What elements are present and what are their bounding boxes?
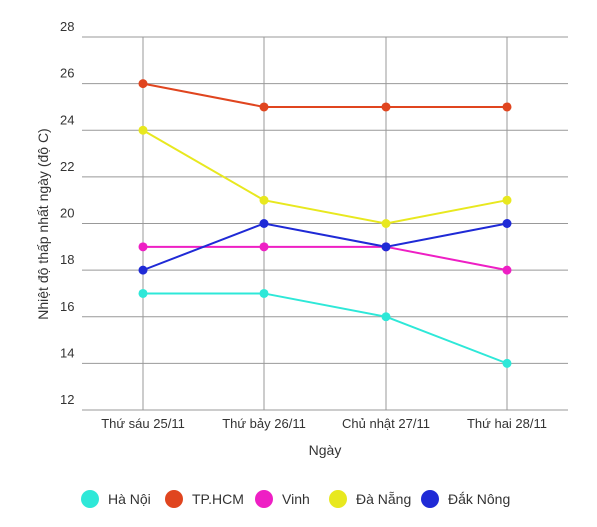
data-point bbox=[381, 242, 391, 252]
data-point bbox=[502, 195, 512, 205]
series-line bbox=[143, 292, 508, 365]
legend-label: Hà Nội bbox=[108, 491, 151, 507]
data-point bbox=[138, 288, 148, 298]
data-point bbox=[502, 219, 512, 228]
data-point bbox=[381, 219, 391, 228]
x-tick-label: Chủ nhật 27/11 bbox=[342, 416, 430, 431]
data-point bbox=[138, 125, 148, 135]
x-tick-label: Thứ hai 28/11 bbox=[467, 416, 547, 431]
legend-marker bbox=[421, 490, 439, 508]
legend-label: TP.HCM bbox=[192, 491, 244, 507]
x-axis-title: Ngày bbox=[309, 442, 342, 458]
y-tick-label: 14 bbox=[60, 345, 74, 360]
data-point bbox=[259, 288, 269, 298]
y-tick-label: 26 bbox=[60, 66, 74, 81]
series-lines bbox=[142, 82, 508, 365]
data-point bbox=[502, 102, 512, 112]
y-tick-label: 16 bbox=[60, 299, 74, 314]
legend-marker bbox=[255, 490, 273, 508]
legend-item: Hà Nội bbox=[81, 490, 151, 508]
y-tick-label: 18 bbox=[60, 252, 74, 267]
series-line bbox=[143, 245, 508, 272]
legend-item: Đắk Nông bbox=[421, 490, 510, 508]
x-tick-label: Thứ sáu 25/11 bbox=[101, 416, 185, 431]
y-axis-title: Nhiệt độ thấp nhất ngày (độ C) bbox=[35, 128, 51, 319]
y-tick-label: 22 bbox=[60, 159, 74, 174]
y-tick-label: 20 bbox=[60, 206, 74, 221]
legend-label: Đà Nẵng bbox=[356, 491, 411, 507]
legend-label: Vinh bbox=[282, 491, 310, 507]
data-point bbox=[259, 219, 269, 228]
x-tick-label: Thứ bảy 26/11 bbox=[222, 416, 306, 431]
series-line bbox=[142, 129, 508, 225]
data-point bbox=[138, 242, 148, 252]
data-point bbox=[381, 102, 391, 112]
legend-marker bbox=[165, 490, 183, 508]
y-tick-labels: 12 14 16 18 20 22 24 26 28 bbox=[60, 19, 74, 407]
series-line bbox=[142, 222, 508, 272]
grid-lines bbox=[82, 36, 568, 411]
data-point bbox=[138, 265, 148, 275]
data-point bbox=[259, 102, 269, 112]
data-point bbox=[502, 265, 512, 275]
x-tick-labels: Thứ sáu 25/11 Thứ bảy 26/11 Chủ nhật 27/11… bbox=[101, 416, 547, 431]
data-point bbox=[259, 242, 269, 252]
legend-marker bbox=[81, 490, 99, 508]
data-point bbox=[381, 312, 391, 322]
legend-label: Đắk Nông bbox=[448, 491, 510, 507]
y-tick-label: 28 bbox=[60, 19, 74, 34]
legend-item: Vinh bbox=[255, 490, 310, 508]
legend-item: Đà Nẵng bbox=[329, 490, 411, 508]
series-points bbox=[138, 79, 512, 368]
legend: Hà Nội TP.HCM Vinh Đà Nẵng Đắk Nông bbox=[81, 490, 510, 508]
legend-marker bbox=[329, 490, 347, 508]
y-tick-label: 24 bbox=[60, 112, 74, 127]
series-line bbox=[142, 82, 507, 108]
legend-item: TP.HCM bbox=[165, 490, 244, 508]
data-point bbox=[502, 358, 512, 368]
data-point bbox=[259, 195, 269, 205]
data-point bbox=[138, 79, 148, 89]
y-tick-label: 12 bbox=[60, 392, 74, 407]
